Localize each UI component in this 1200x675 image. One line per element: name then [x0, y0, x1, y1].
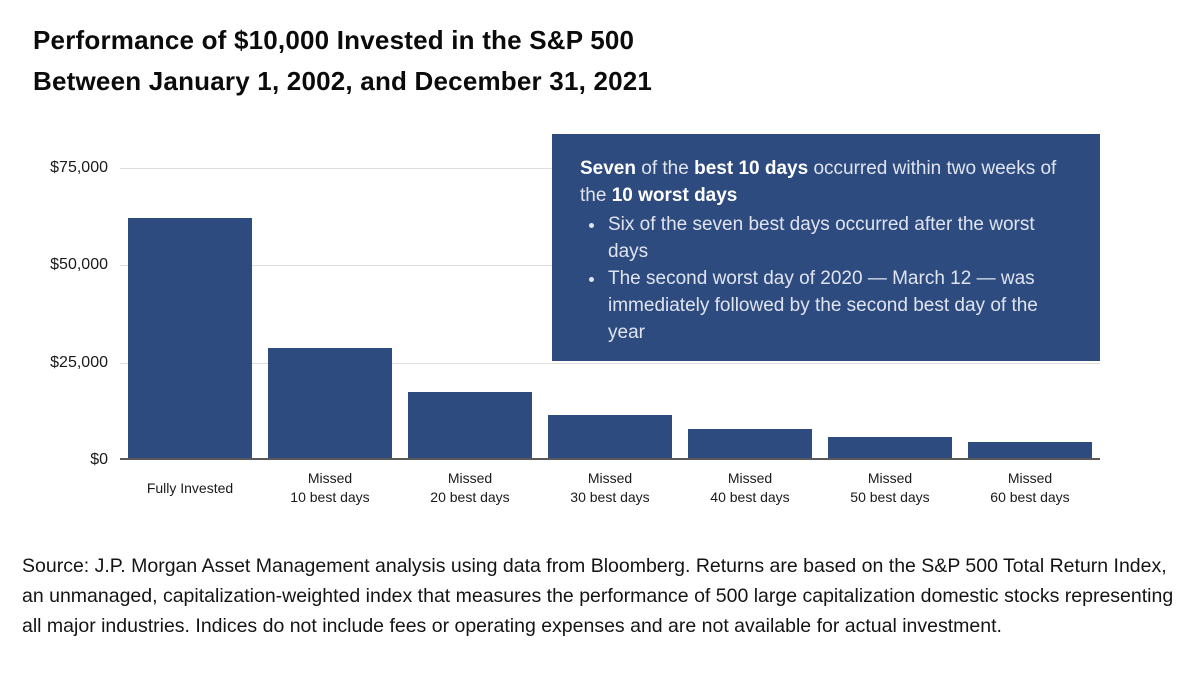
gridline — [120, 362, 1100, 364]
x-category-label: Missed 20 best days — [430, 470, 510, 505]
annotation-text: of the — [635, 158, 695, 179]
plot-area — [120, 130, 1100, 460]
bar-column — [680, 130, 820, 458]
bar-column — [820, 130, 960, 458]
x-category-label: Missed 60 best days — [990, 470, 1070, 505]
annotation-bullet-list: Six of the seven best days occurred afte… — [580, 211, 1076, 346]
bar — [407, 392, 533, 458]
bar-column — [540, 130, 680, 458]
bar — [967, 442, 1093, 458]
source-note: Source: J.P. Morgan Asset Management ana… — [22, 555, 1174, 637]
x-category-label: Missed 30 best days — [570, 470, 650, 505]
annotation-bold-text: Seven — [580, 158, 636, 179]
x-axis-category-labels: Fully Invested Missed 10 best days Missed 20… — [120, 466, 1100, 510]
y-axis-tick-labels: $75,000 $50,000 $25,000 $0 — [0, 130, 110, 468]
y-tick-label: $50,000 — [50, 256, 108, 274]
y-tick-label: $0 — [90, 451, 108, 468]
bar — [827, 437, 953, 458]
bar — [687, 429, 813, 458]
bar-column — [260, 130, 400, 458]
bar — [267, 348, 393, 458]
bar-chart: $75,000 $50,000 $25,000 $0 Fully Invested Mi… — [0, 130, 1200, 530]
bar-column — [400, 130, 540, 458]
bar-column — [960, 130, 1100, 458]
annotation-bold-text: 10 worst days — [611, 185, 738, 206]
annotation-callout: Seven of the best 10 days occurred withi… — [552, 134, 1100, 361]
annotation-bold-text: best 10 days — [694, 158, 809, 179]
bar-column — [120, 130, 260, 458]
annotation-text: occurred within two weeks of the — [580, 158, 1057, 206]
chart-title: Performance of $10,000 Invested in the S… — [33, 20, 652, 102]
annotation-bullet: The second worst day of 2020 — March 12 … — [606, 265, 1076, 346]
bar — [127, 218, 253, 458]
bar — [547, 415, 673, 458]
x-category-label: Missed 10 best days — [290, 470, 370, 505]
annotation-bullet: Six of the seven best days occurred afte… — [606, 211, 1076, 265]
bars-row — [120, 130, 1100, 458]
chart-title-line-1: Performance of $10,000 Invested in the S… — [33, 25, 635, 55]
y-tick-label: $25,000 — [50, 353, 108, 371]
x-category-label: Fully Invested — [146, 479, 234, 496]
y-tick-label: $75,000 — [50, 159, 108, 176]
x-category-label: Missed 40 best days — [710, 470, 790, 505]
x-category-label: Missed 50 best days — [850, 470, 930, 505]
annotation-intro-text: Seven of the best 10 days occurred withi… — [580, 155, 1076, 209]
chart-title-line-2: Between January 1, 2002, and December 31… — [33, 66, 653, 96]
